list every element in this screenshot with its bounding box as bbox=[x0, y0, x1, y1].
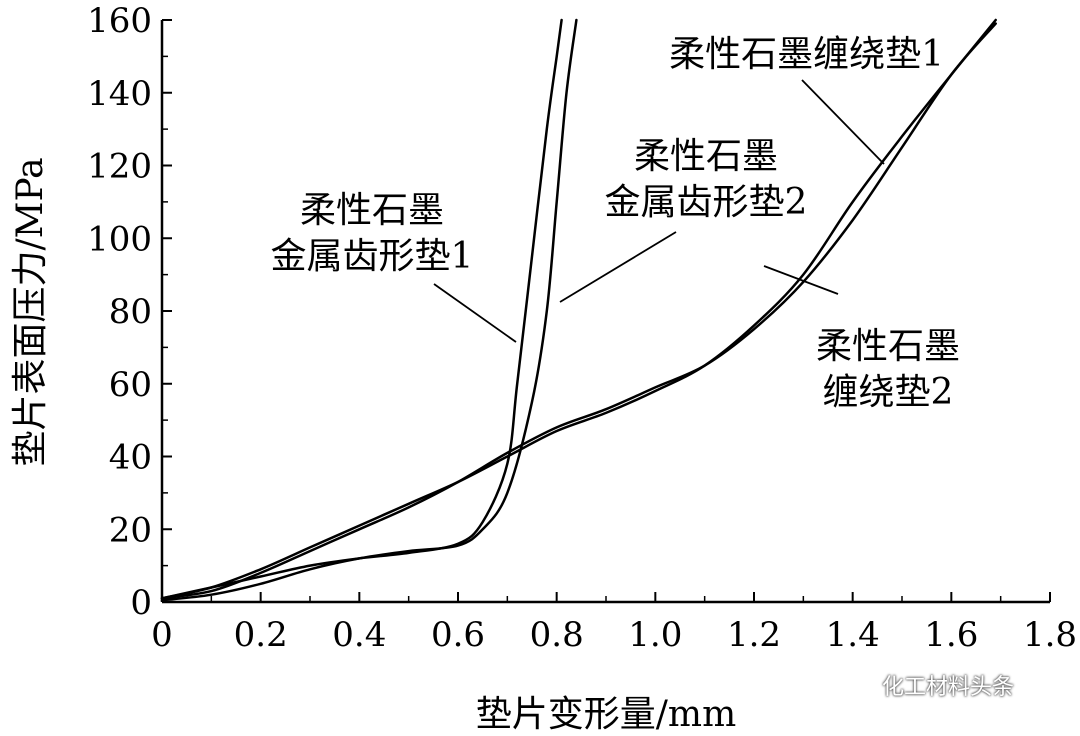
y-tick-label: 80 bbox=[109, 292, 152, 332]
annotation: 柔性石墨缠绕垫1 bbox=[669, 34, 944, 165]
axes: 0 0.2 0.4 0.6 0.8 1.0 1.2 1.4 1.6 1.8 0 20 40 60 80 100… bbox=[87, 1, 1077, 655]
y-axis-label: 垫片表面压力/MPa bbox=[10, 157, 51, 466]
y-tick-label: 20 bbox=[109, 510, 152, 550]
y-tick-label: 40 bbox=[109, 438, 152, 478]
annotation-leader-line bbox=[801, 79, 885, 165]
series-serrated-1 bbox=[160, 18, 563, 600]
x-tick-label: 1.0 bbox=[628, 615, 682, 655]
x-tick-label: 1.2 bbox=[727, 615, 781, 655]
series-spiral-wound-2 bbox=[160, 22, 997, 600]
annotation-label: 柔性石墨缠绕垫1 bbox=[669, 34, 944, 75]
annotation-leader-line bbox=[763, 265, 839, 295]
x-tick-label: 1.4 bbox=[826, 615, 880, 655]
annotation-label: 柔性石墨 bbox=[816, 326, 960, 367]
y-tick-label: 0 bbox=[130, 583, 152, 623]
series-lines bbox=[160, 18, 997, 602]
x-tick-label: 1.6 bbox=[924, 615, 978, 655]
x-tick-label: 0.2 bbox=[234, 615, 288, 655]
annotation-label: 金属齿形垫2 bbox=[605, 182, 808, 223]
y-tick-label: 140 bbox=[87, 74, 152, 114]
annotation-label: 柔性石墨 bbox=[300, 190, 444, 231]
y-tick-label: 160 bbox=[87, 1, 152, 41]
annotation-label: 金属齿形垫1 bbox=[271, 236, 474, 277]
y-tick-label: 120 bbox=[87, 147, 152, 187]
x-tick-label: 0.8 bbox=[530, 615, 584, 655]
wechat-icon bbox=[846, 673, 874, 697]
annotation-leader-line bbox=[559, 231, 677, 303]
series-serrated-2 bbox=[160, 18, 578, 602]
watermark: 化工材料头条 bbox=[846, 668, 1014, 702]
x-tick-label: 0.6 bbox=[431, 615, 485, 655]
y-tick-label: 60 bbox=[109, 365, 152, 405]
x-tick-label: 1.8 bbox=[1023, 615, 1077, 655]
annotation-leader-line bbox=[433, 283, 517, 343]
watermark-text: 化工材料头条 bbox=[882, 675, 1015, 700]
x-axis-label: 垫片变形量/mm bbox=[476, 694, 736, 732]
x-tick-label: 0.4 bbox=[332, 615, 386, 655]
axis-titles: 垫片变形量/mm 垫片表面压力/MPa bbox=[10, 157, 736, 735]
annotation-label: 缠绕垫2 bbox=[823, 372, 954, 413]
annotation-label: 柔性石墨 bbox=[634, 136, 778, 177]
series-spiral-wound-1 bbox=[160, 18, 997, 600]
x-tick-label: 0 bbox=[151, 615, 173, 655]
y-tick-label: 100 bbox=[87, 219, 152, 259]
